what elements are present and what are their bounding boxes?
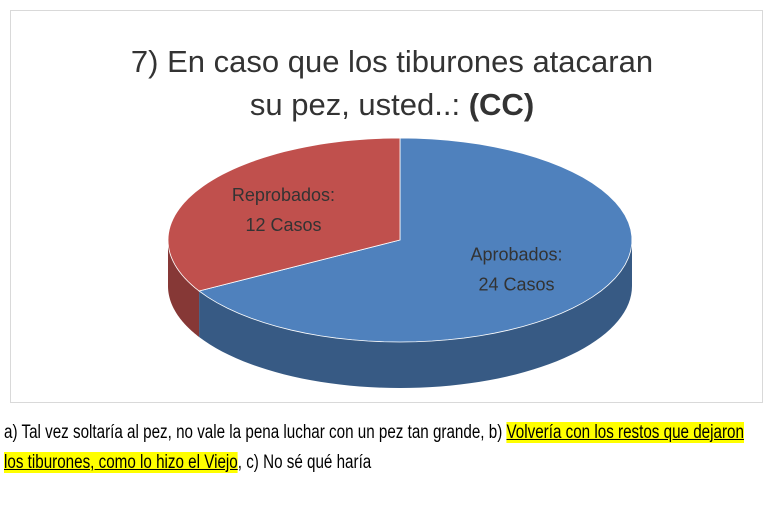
data-label: Aprobados: [470, 244, 562, 264]
chart-title-emphasis: (CC) [469, 87, 534, 122]
chart-title: 7) En caso que los tiburones atacaran [131, 44, 653, 79]
slice [167, 137, 401, 292]
slice-side [168, 240, 200, 337]
chart-title-line: su pez, usted..: [250, 87, 460, 122]
slice [198, 137, 633, 343]
caption-text: , c) No sé qué haría [237, 452, 372, 473]
data-label: 24 Casos [479, 274, 555, 294]
data-label: 12 Casos [245, 215, 321, 235]
chart: 7) En caso que los tiburones atacaran su… [10, 10, 763, 403]
caption: a) Tal vez soltaría al pez, no vale la p… [4, 418, 756, 478]
caption-text: a) Tal vez soltaría al pez, no vale la p… [4, 422, 507, 443]
data-label: Reprobados: [232, 185, 335, 205]
slice-side [199, 240, 633, 388]
chart-title: su pez, usted..: (CC) [250, 87, 534, 122]
